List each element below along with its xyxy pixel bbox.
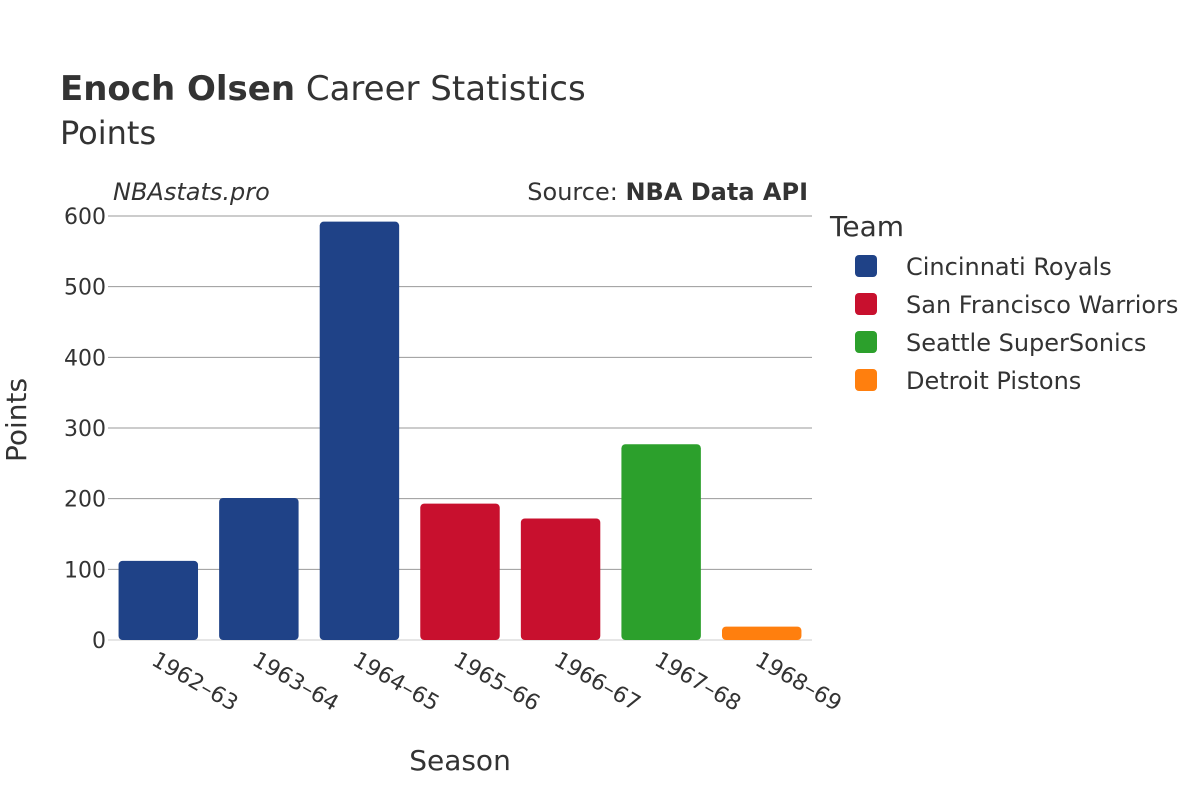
bar — [219, 497, 299, 640]
x-tick-label: 1966–67 — [550, 648, 645, 717]
legend-label: Detroit Pistons — [906, 367, 1081, 395]
y-axis-title: Points — [0, 378, 33, 462]
legend-label: San Francisco Warriors — [906, 291, 1178, 319]
source-text: Source: NBA Data API — [527, 178, 808, 206]
y-tick-label: 100 — [64, 558, 106, 583]
player-name: Enoch Olsen — [60, 69, 295, 109]
x-tick-label: 1968–69 — [751, 648, 846, 717]
x-tick-label: 1962–63 — [147, 648, 242, 717]
y-tick-label: 200 — [64, 488, 106, 513]
legend-swatch — [855, 331, 877, 353]
legend-swatch — [855, 369, 877, 391]
x-tick-label: 1963–64 — [248, 648, 343, 717]
legend: Cincinnati Royals San Francisco Warriors S… — [855, 253, 1178, 395]
y-tick-label: 500 — [64, 276, 106, 301]
y-tick-label: 400 — [64, 346, 106, 371]
bars — [118, 221, 802, 641]
watermark-text: NBAstats.pro — [113, 178, 270, 206]
y-tick-label: 300 — [64, 417, 106, 442]
y-axis-ticks: 0 100 200 300 400 500 600 — [64, 205, 106, 654]
legend-label: Seattle SuperSonics — [906, 329, 1146, 357]
chart-title: Enoch Olsen Career Statistics — [60, 69, 586, 109]
chart-subtitle: Points — [60, 114, 156, 152]
source-name: NBA Data API — [625, 178, 808, 206]
x-tick-label: 1965–66 — [449, 648, 544, 717]
x-tick-label: 1964–65 — [348, 648, 443, 717]
source-prefix: Source: — [527, 178, 625, 206]
legend-title: Team — [829, 210, 904, 243]
y-tick-label: 0 — [92, 629, 106, 654]
bar — [721, 626, 802, 640]
bar — [621, 444, 701, 640]
x-axis-title: Season — [409, 744, 511, 777]
bar — [319, 221, 400, 641]
title-rest: Career Statistics — [295, 69, 586, 109]
legend-label: Cincinnati Royals — [906, 253, 1112, 281]
y-tick-label: 600 — [64, 205, 106, 230]
bar — [118, 560, 199, 640]
bar — [420, 503, 500, 640]
legend-swatch — [855, 293, 877, 315]
bar — [520, 518, 601, 640]
x-tick-label: 1967–68 — [650, 648, 745, 717]
legend-swatch — [855, 255, 877, 277]
x-axis-ticks: 1962–63 1963–64 1964–65 1965–66 1966–67 1967–… — [147, 648, 845, 717]
